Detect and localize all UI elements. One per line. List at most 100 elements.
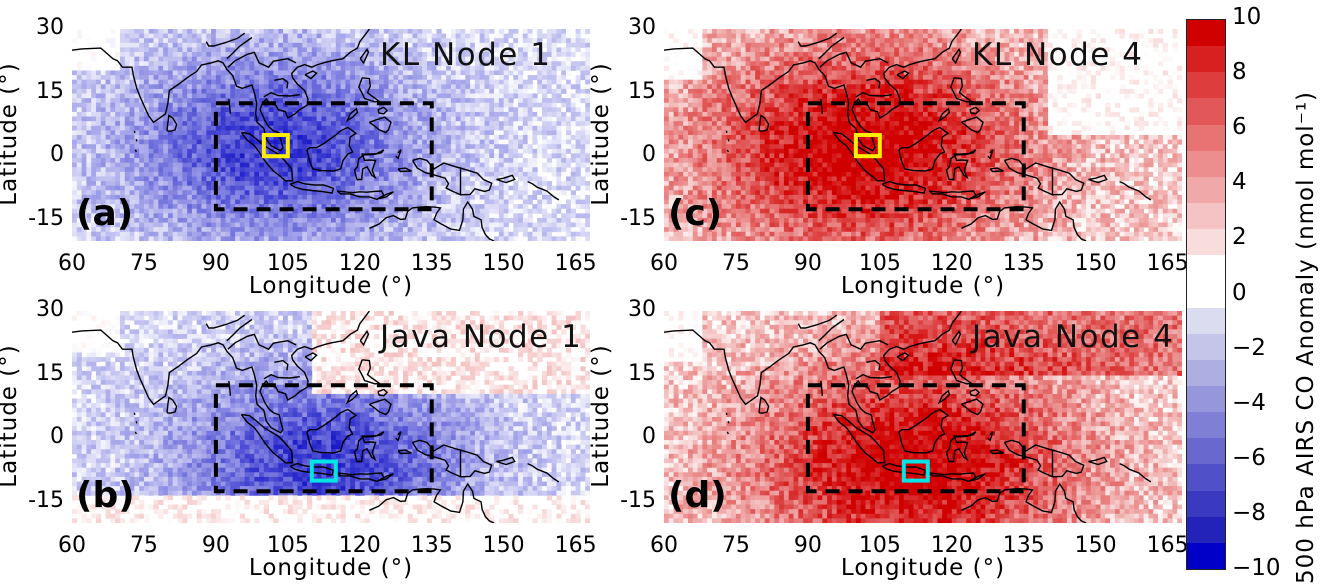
y-tick-label: 30 — [628, 297, 656, 322]
colorbar-segment — [1187, 98, 1225, 125]
coastline — [898, 408, 950, 454]
colorbar-segment — [1187, 150, 1225, 177]
coastline — [832, 413, 886, 464]
y-tick-label: -15 — [620, 205, 656, 231]
coastline — [937, 389, 951, 405]
coastline — [369, 482, 495, 523]
coastline — [727, 139, 730, 142]
x-axis-label: Longitude (°) — [248, 555, 414, 581]
coastline — [353, 431, 385, 463]
coastline — [135, 139, 138, 142]
coastline — [866, 77, 881, 89]
map-d — [664, 311, 1182, 523]
coastline — [945, 149, 977, 181]
colorbar-tick-label: 10 — [1232, 4, 1262, 30]
anomaly-field — [72, 311, 590, 523]
colorbar-segment — [1187, 281, 1225, 308]
coastline — [240, 413, 294, 464]
coastline — [881, 462, 927, 476]
x-tick-label: 105 — [858, 251, 901, 276]
colorbar-segment — [1187, 20, 1225, 47]
x-tick-label: 60 — [58, 251, 86, 276]
coastline — [306, 408, 358, 454]
y-tick-label: 15 — [628, 360, 656, 386]
y-tick-label: 0 — [50, 424, 64, 450]
coastline — [397, 449, 412, 455]
coastline — [987, 149, 994, 160]
coastline — [226, 318, 253, 342]
coastline — [205, 314, 246, 329]
coastline — [1088, 174, 1108, 184]
x-tick-label: 135 — [410, 533, 453, 558]
x-tick-label: 135 — [410, 251, 453, 276]
panel-letter-c: (c) — [668, 193, 723, 234]
y-tick-label: -15 — [28, 205, 64, 231]
coastline — [378, 473, 394, 482]
colorbar-tick-label: −4 — [1232, 389, 1266, 416]
node-title-c: KL Node 4 — [972, 37, 1144, 73]
coastline — [496, 174, 516, 184]
x-tick-label: 90 — [793, 251, 822, 276]
coastline — [358, 359, 381, 385]
coastline — [289, 462, 335, 476]
y-axis-label: Latitude (°) — [588, 344, 614, 488]
y-tick-label: 0 — [642, 424, 656, 450]
x-tick-label: 75 — [129, 533, 158, 558]
coastline — [226, 36, 253, 60]
x-tick-label: 165 — [554, 251, 597, 276]
anomaly-map-c — [664, 29, 1182, 241]
coastline — [358, 77, 381, 103]
y-axis-label: Latitude (°) — [588, 62, 614, 206]
coastline — [928, 190, 977, 201]
coastlines — [72, 29, 560, 241]
coastlines — [664, 311, 1152, 523]
coastline — [961, 200, 1087, 241]
coastline — [1003, 157, 1085, 196]
coastline — [227, 51, 297, 69]
colorbar-segment — [1187, 46, 1225, 73]
coastline — [937, 107, 951, 123]
y-axis-label: Latitude (°) — [0, 62, 22, 206]
node-title-a: KL Node 1 — [380, 37, 552, 73]
coastline — [989, 449, 1004, 455]
coastline — [664, 29, 962, 152]
java-site-box — [901, 459, 930, 483]
coastline — [345, 389, 359, 405]
coastline — [134, 431, 137, 435]
x-tick-label: 75 — [721, 251, 750, 276]
x-axis-label: Longitude (°) — [248, 273, 414, 299]
coastline — [369, 200, 495, 241]
coastline — [855, 373, 892, 380]
kuala-lumpur-site-box — [853, 133, 882, 159]
coastline — [274, 359, 289, 371]
colorbar-tick-label: 2 — [1232, 224, 1247, 251]
coastline — [411, 157, 493, 196]
coastline — [377, 106, 389, 115]
anomaly-map-d — [664, 311, 1182, 523]
coastline — [758, 114, 770, 132]
colorbar-tick-label: −10 — [1232, 555, 1281, 581]
x-tick-label: 90 — [793, 533, 822, 558]
y-tick-label: 0 — [50, 142, 64, 168]
coastline — [969, 106, 981, 115]
colorbar — [1186, 19, 1226, 570]
coastline — [166, 114, 178, 132]
coastline — [819, 333, 889, 351]
coastline — [664, 311, 962, 434]
colorbar-segment — [1187, 464, 1225, 491]
coastline — [368, 116, 392, 134]
coastline — [368, 398, 392, 416]
coastline — [960, 398, 984, 416]
coastline — [951, 330, 962, 347]
map-b — [72, 311, 590, 523]
anomaly-map-b — [72, 311, 590, 523]
colorbar-segment — [1187, 229, 1225, 256]
x-tick-label: 135 — [1002, 533, 1045, 558]
map-a — [72, 29, 590, 241]
x-axis-label: Longitude (°) — [840, 273, 1006, 299]
coastline — [378, 191, 394, 200]
colorbar-segment — [1187, 359, 1225, 386]
coastline — [987, 431, 994, 442]
coastline — [961, 482, 1087, 523]
coastline — [336, 190, 385, 201]
